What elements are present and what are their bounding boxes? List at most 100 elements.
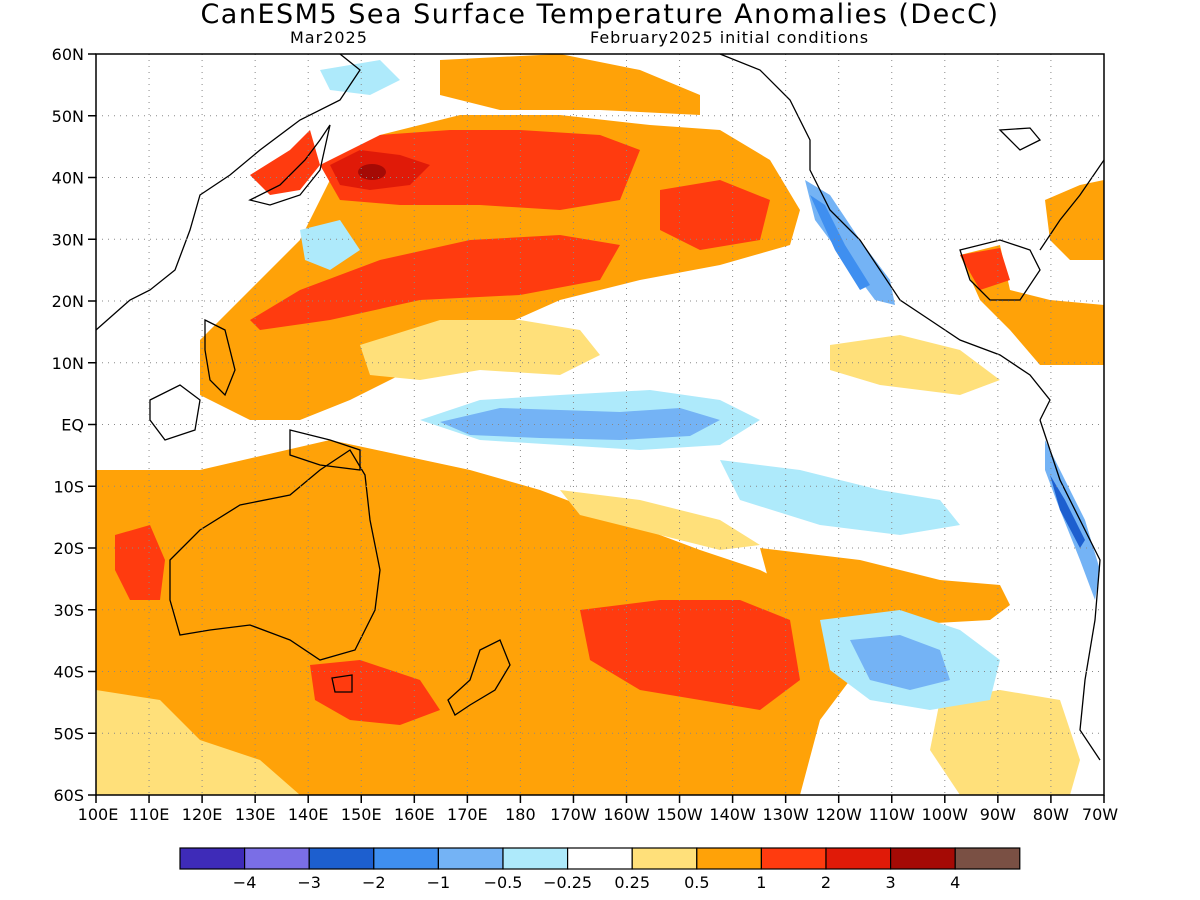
bering-cool	[320, 60, 400, 95]
lon-label: 180	[505, 805, 536, 824]
australia-coast	[169, 449, 381, 661]
colorbar: −4 −3 −2 −1 −0.5 −0.25 0.25 0.5 1 2 3 4	[179, 847, 1021, 892]
lat-label: 10N	[52, 354, 84, 373]
lon-label: 100W	[922, 805, 969, 824]
coastlines	[96, 54, 1104, 761]
lon-label: 130E	[235, 805, 276, 824]
nw-pacific-cool	[300, 220, 360, 270]
kuroshio-peak	[358, 164, 386, 180]
lon-label: 110W	[869, 805, 916, 824]
se-pacific-warm-band	[760, 548, 1010, 625]
sp-cool-core	[850, 635, 950, 690]
valid-month-label: Mar2025	[290, 28, 368, 47]
great-lakes-coast	[998, 127, 1042, 151]
sp-strong-warm	[580, 600, 800, 710]
lat-label: 60S	[53, 786, 84, 805]
colorbar-label: 0.5	[684, 873, 709, 892]
colorbar-label: −1	[427, 873, 451, 892]
lon-label: 100E	[78, 805, 119, 824]
gulf-of-mexico-coast	[959, 239, 1041, 301]
lat-label: EQ	[61, 416, 84, 435]
lat-label: 30N	[52, 230, 84, 249]
lon-label: 170E	[447, 805, 488, 824]
initial-conditions-label: February2025 initial conditions	[590, 28, 870, 47]
colorbar-label: 2	[821, 873, 831, 892]
colorbar-label: 3	[886, 873, 896, 892]
colorbar-label: 1	[756, 873, 766, 892]
california-cool-core	[810, 195, 870, 290]
se-pacific-cool-band	[720, 460, 960, 535]
lat-label: 30S	[53, 601, 84, 620]
lon-label: 160E	[394, 805, 435, 824]
grid	[96, 54, 1104, 795]
lon-label: 160W	[603, 805, 650, 824]
lat-label: 50S	[53, 724, 84, 743]
tropical-light-warm	[360, 320, 600, 380]
philippines-coast	[204, 318, 236, 397]
colorbar-label: 0.25	[614, 873, 650, 892]
colorbar-bin	[889, 847, 956, 870]
lat-label: 20S	[53, 539, 84, 558]
colorbar-bin	[760, 847, 827, 870]
lon-label: 120E	[182, 805, 223, 824]
lon-label: 70W	[1082, 805, 1118, 824]
colorbar-label: −4	[233, 873, 257, 892]
lon-axis: 100E 110E 120E 130E 140E 150E 160E 170E …	[78, 795, 1118, 824]
colorbar-bin	[696, 847, 762, 870]
sh-warm-region	[96, 440, 900, 795]
lon-label: 80W	[1033, 805, 1069, 824]
lat-label: 20N	[52, 292, 84, 311]
lon-label: 150E	[341, 805, 382, 824]
colorbar-bin	[373, 847, 439, 870]
lon-label: 150W	[656, 805, 703, 824]
lon-label: 130W	[762, 805, 809, 824]
colorbar-label: 4	[950, 873, 960, 892]
lat-label: 10S	[53, 477, 84, 496]
colorbar-label: −3	[297, 873, 321, 892]
tasmania-coast	[331, 674, 353, 693]
new-guinea-coast	[289, 429, 361, 471]
lat-label: 50N	[52, 107, 84, 126]
japan-coast	[248, 124, 331, 206]
lat-label: 60N	[52, 45, 84, 64]
lat-label: 40N	[52, 169, 84, 188]
lon-label: 90W	[980, 805, 1016, 824]
colorbar-bin	[502, 847, 569, 870]
subtropical-np-strong	[250, 235, 620, 330]
colorbar-bin	[244, 847, 310, 870]
atlantic-warm	[1045, 180, 1104, 260]
colorbar-bin	[825, 847, 892, 870]
colorbar-bin	[566, 847, 633, 870]
peru-cool-core	[1050, 475, 1085, 548]
lon-label: 110E	[129, 805, 170, 824]
np-north-warm	[440, 54, 700, 115]
north-america-coast	[719, 54, 1051, 421]
map-title: CanESM5 Sea Surface Temperature Anomalie…	[200, 0, 1000, 30]
colorbar-label: −0.25	[543, 873, 592, 892]
colorbar-bin	[437, 847, 504, 870]
lon-label: 120W	[816, 805, 863, 824]
south-america-coast	[1039, 419, 1101, 761]
colorbar-bin	[954, 847, 1021, 870]
colorbar-label: −2	[362, 873, 386, 892]
sp-light-warm	[560, 490, 760, 550]
lat-label: 40S	[53, 663, 84, 682]
equatorial-cool-core	[440, 408, 720, 440]
w-aus-strong	[115, 525, 165, 600]
sp-east-light	[930, 690, 1080, 795]
lon-label: 170W	[550, 805, 597, 824]
ep-light-warm	[830, 335, 1000, 395]
colorbar-label: −0.5	[484, 873, 523, 892]
borneo-coast	[149, 384, 201, 441]
kuroshio-strong-warm	[320, 130, 640, 210]
ne-pacific-strong	[660, 180, 770, 250]
new-zealand-coast	[447, 639, 511, 716]
colorbar-bin	[308, 847, 375, 870]
colorbar-bin	[631, 847, 698, 870]
asia-coast	[96, 54, 361, 331]
lat-axis: 60N 50N 40N 30N 20N 10N EQ 10S 20S 30S 4…	[52, 45, 96, 805]
map-field	[96, 54, 1104, 795]
lon-label: 140E	[288, 805, 329, 824]
southern-ocean-light	[96, 690, 300, 795]
